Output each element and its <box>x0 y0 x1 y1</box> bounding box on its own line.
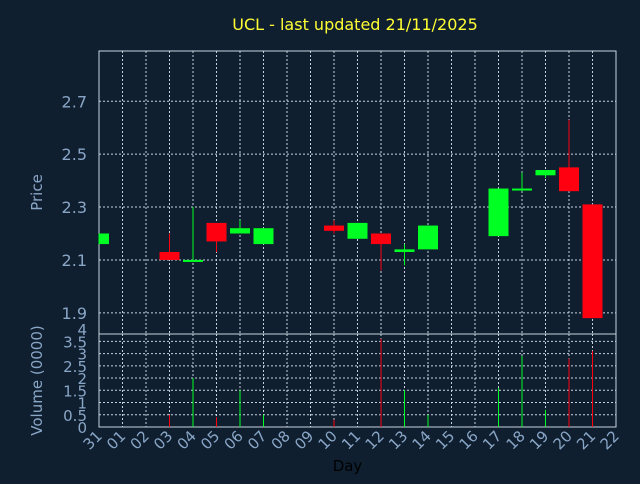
x-tick-label: 18 <box>503 427 529 453</box>
candle-body-12 <box>371 233 391 245</box>
x-tick-label: 17 <box>479 427 505 453</box>
candle-body-19 <box>535 170 556 176</box>
x-tick-label: 05 <box>197 427 223 453</box>
price-ytick-label: 2.7 <box>62 92 87 111</box>
chart-title: UCL - last updated 21/11/2025 <box>232 15 478 34</box>
price-ytick-label: 1.9 <box>62 304 87 323</box>
candle-body-04 <box>183 259 203 262</box>
x-tick-label: 13 <box>385 427 411 453</box>
x-tick-label: 08 <box>268 427 294 453</box>
volume-ytick-label: 2.5 <box>63 358 87 376</box>
x-tick-label: 12 <box>362 427 388 453</box>
candle-body-13 <box>394 249 415 253</box>
x-tick-label: 10 <box>315 427 341 453</box>
x-tick-label: 19 <box>526 427 552 453</box>
x-tick-label: 15 <box>432 427 458 453</box>
x-tick-label: 21 <box>573 427 599 453</box>
volume-ytick-label: 0.5 <box>63 407 87 425</box>
volume-ytick-label: 1.5 <box>63 382 87 400</box>
x-tick-label: 20 <box>550 427 576 453</box>
x-tick-label: 09 <box>291 427 317 453</box>
x-tick-label: 22 <box>597 427 623 453</box>
x-tick-label: 02 <box>127 427 153 453</box>
candle-body-31 <box>99 233 109 245</box>
candle-body-20 <box>559 167 579 192</box>
volume-ytick-label: 2 <box>77 370 87 388</box>
volume-ytick-label: 4 <box>77 321 87 339</box>
x-tick-label: 14 <box>409 427 435 453</box>
price-ytick-label: 2.1 <box>62 251 87 270</box>
candle-body-18 <box>512 188 532 191</box>
candle-body-06 <box>230 228 250 234</box>
volume-ylabel: Volume (0000) <box>28 325 46 435</box>
price-ylabel: Price <box>28 174 46 211</box>
price-ytick-label: 2.3 <box>62 198 87 217</box>
candle-body-07 <box>253 228 274 245</box>
x-tick-label: 06 <box>221 427 247 453</box>
volume-ytick-label: 1 <box>77 395 87 413</box>
candle-body-10 <box>324 225 344 231</box>
candle-body-05 <box>206 222 227 242</box>
x-tick-label: 04 <box>174 427 200 453</box>
candle-body-17 <box>488 188 509 237</box>
candle-body-14 <box>418 225 438 250</box>
x-axis-label: Day <box>333 457 363 475</box>
volume-ytick-label: 3 <box>77 346 87 364</box>
candle-body-11 <box>347 222 368 239</box>
x-tick-label: 03 <box>150 427 176 453</box>
x-tick-label: 01 <box>103 427 129 453</box>
candle-body-03 <box>159 252 180 260</box>
candle-body-21 <box>582 204 603 319</box>
x-tick-label: 11 <box>338 427 364 453</box>
volume-ytick-label: 0 <box>77 419 87 437</box>
x-tick-label: 07 <box>244 427 270 453</box>
x-tick-label: 16 <box>456 427 482 453</box>
volume-ytick-label: 3.5 <box>63 333 87 351</box>
price-ytick-label: 2.5 <box>62 145 87 164</box>
